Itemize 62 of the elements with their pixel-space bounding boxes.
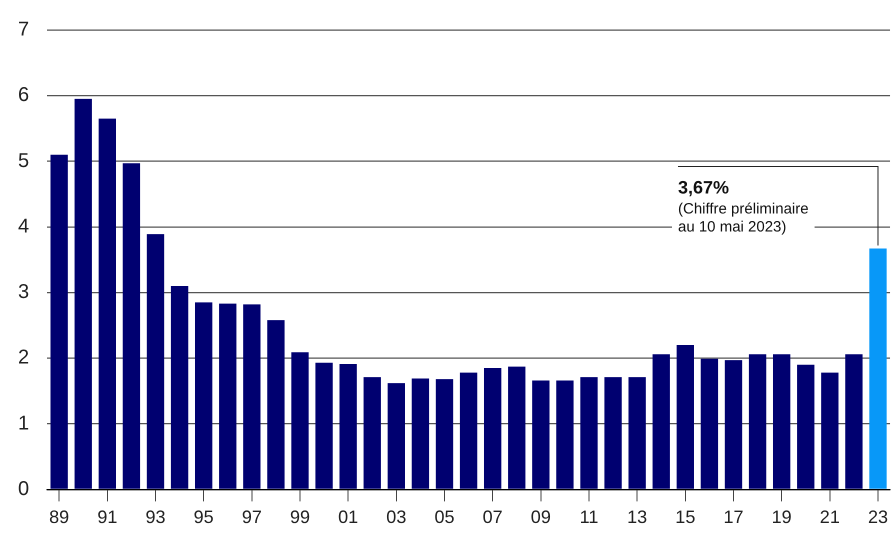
x-tick-label: 99: [290, 507, 310, 528]
x-tick-label: 11: [580, 507, 598, 528]
y-tick-label: 0: [18, 478, 30, 500]
bar: [532, 380, 550, 489]
bar: [315, 362, 333, 489]
bar: [170, 286, 188, 489]
bar: [700, 358, 718, 489]
x-tick-label: 89: [49, 507, 70, 528]
bar: [267, 320, 285, 489]
x-tick-label: 09: [530, 507, 551, 528]
bar: [556, 380, 574, 489]
x-tick-label: 21: [820, 507, 840, 528]
x-tick-label: 97: [242, 507, 262, 528]
bar: [74, 98, 92, 489]
y-tick-label: 7: [18, 18, 30, 41]
bar: [412, 378, 430, 489]
bar: [652, 354, 670, 489]
x-tick-label: 17: [723, 507, 744, 528]
x-tick-label: 13: [627, 507, 648, 528]
bar: [484, 368, 502, 489]
bar: [772, 354, 790, 489]
bar: [508, 366, 526, 489]
x-tick-label: 15: [675, 507, 696, 528]
x-tick-label: 05: [434, 507, 455, 528]
bar: [388, 383, 405, 489]
x-tick-label: 91: [97, 507, 118, 528]
bar: [98, 118, 116, 489]
y-tick-label: 4: [18, 215, 30, 238]
y-tick-label: 6: [18, 84, 30, 106]
bar: [676, 345, 694, 489]
bar: [50, 154, 68, 489]
bar: [122, 163, 140, 489]
bar: [580, 377, 598, 489]
y-tick-label: 3: [18, 281, 30, 304]
bar: [869, 248, 887, 489]
y-tick-label: 2: [18, 346, 30, 369]
bar: [628, 377, 646, 489]
x-tick-label: 93: [145, 507, 166, 528]
bar: [724, 360, 742, 489]
bar: [194, 302, 212, 489]
x-tick-label: 03: [386, 507, 406, 528]
bar: [146, 234, 164, 489]
x-tick-label: 19: [772, 507, 792, 528]
y-tick-label: 1: [18, 412, 30, 434]
x-tick-label: 95: [194, 507, 214, 528]
x-tick-label: 01: [338, 507, 358, 528]
x-tick-label: 07: [482, 507, 503, 528]
bar: [460, 372, 478, 489]
bar: [604, 377, 622, 489]
y-tick-label: 5: [18, 150, 30, 172]
bar: [364, 377, 381, 489]
bar: [845, 354, 863, 489]
bar: [821, 372, 838, 489]
bar: [219, 304, 236, 489]
bar: [339, 364, 357, 489]
bar: [243, 304, 260, 489]
bar: [797, 364, 814, 489]
bar: [748, 354, 766, 489]
bar: [436, 379, 454, 489]
bar: [291, 352, 309, 489]
annotation: 3,67% (Chiffre préliminaire au 10 mai 2023): [678, 178, 809, 236]
x-tick-label: 23: [868, 507, 888, 528]
